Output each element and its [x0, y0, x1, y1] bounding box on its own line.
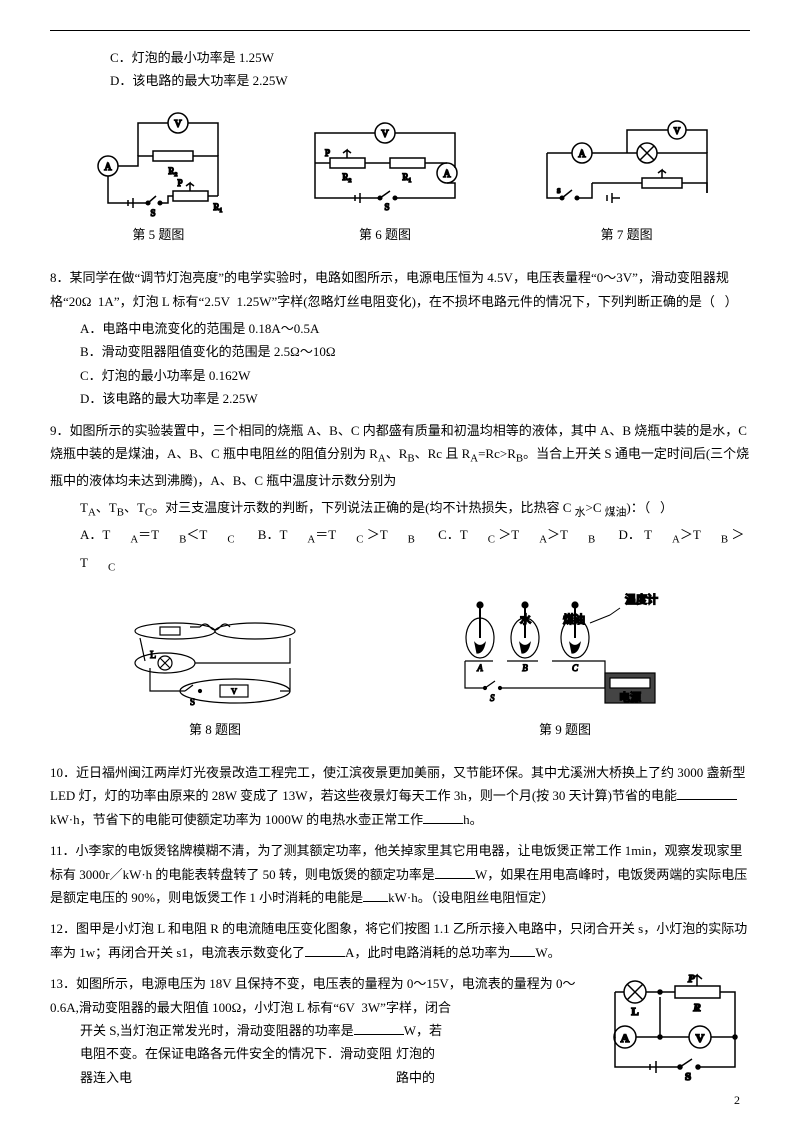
figure-5: V A R₂ S P R₁ 第 5 题图	[78, 108, 238, 246]
q8-option-c: C．灯泡的最小功率是 0.162W	[50, 364, 750, 387]
q9-t2: 、R	[386, 446, 408, 461]
svg-text:水: 水	[520, 612, 532, 626]
q9-opt-a: A．TA＝TB＜TC	[80, 527, 235, 542]
q10-text: 近日福州闽江两岸灯光夜景改造工程完工，使江滨夜景更加美丽，又节能环保。其中尤溪洲…	[50, 765, 746, 803]
svg-text:S: S	[384, 202, 389, 212]
q9-opt-b: B．TA＝TC ＞TB	[258, 527, 415, 542]
q10-blank1	[677, 787, 737, 800]
svg-text:A: A	[105, 162, 113, 173]
figure-7: V A s 第 7 题图	[532, 118, 722, 246]
q12-after2: W。	[535, 945, 560, 960]
svg-text:L: L	[631, 1006, 638, 1018]
q9-line2: TA、TB、TC。对三支温度计示数的判断，下列说法正确的是(均不计热损失，比热容…	[50, 496, 750, 523]
q11-after2: kW·h。（设电阻丝电阻恒定）	[388, 890, 554, 905]
q11-blank2	[363, 889, 388, 902]
svg-text:V: V	[673, 126, 680, 136]
question-11: 11．小李家的电饭煲铭牌模糊不清，为了测其额定功率，他关掉家里其它用电器，让电饭…	[50, 839, 750, 909]
figure-5-label: 第 5 题图	[78, 223, 238, 246]
svg-text:S: S	[490, 693, 495, 703]
figures-row-89: L V S 第 8 题图 温度计 A	[50, 593, 750, 741]
q13-text: 如图所示，电源电压为 18V 且保持不变，电压表的量程为 0～15V，电流表的量…	[50, 976, 576, 1014]
svg-text:R₂: R₂	[169, 166, 178, 176]
figure-6-label: 第 6 题图	[295, 223, 475, 246]
svg-text:S: S	[190, 697, 195, 707]
q9-options: A．TA＝TB＜TC B．TA＝TC ＞TB C．TC ＞TA＞TB D． TA…	[50, 523, 750, 577]
figure-9: 温度计 A B 水	[445, 593, 685, 741]
q9-opt-c: C．TC ＞TA＞TB	[438, 527, 595, 542]
q10-blank2	[423, 811, 463, 824]
figure-8: L V S 第 8 题图	[115, 613, 315, 741]
question-10: 10．近日福州闽江两岸灯光夜景改造工程完工，使江滨夜景更加美丽，又节能环保。其中…	[50, 761, 750, 831]
svg-text:S: S	[685, 1071, 691, 1082]
svg-text:A: A	[443, 169, 451, 180]
q8-text: 某同学在做“调节灯泡亮度”的电学实验时，电路如图所示，电源电压恒为 4.5V，电…	[50, 270, 738, 308]
q8-option-a: A．电路中电流变化的范围是 0.18A～0.5A	[50, 317, 750, 340]
svg-text:L: L	[150, 650, 156, 661]
svg-text:C: C	[572, 663, 579, 673]
svg-text:温度计: 温度计	[625, 593, 658, 606]
q11-num: 11．	[50, 843, 76, 858]
svg-text:P: P	[178, 178, 183, 188]
q9-t3: 、Rc 且 R	[415, 446, 471, 461]
svg-text:R₁: R₁	[214, 202, 223, 212]
circuit-13-svg: L P R A V S	[600, 967, 750, 1082]
q12-after1: A，此时电路消耗的总功率为	[345, 945, 510, 960]
circuit-5-svg: V A R₂ S P R₁	[78, 108, 238, 218]
q12-num: 12．	[50, 921, 76, 936]
svg-text:P: P	[325, 148, 330, 158]
svg-text:B: B	[522, 663, 528, 673]
svg-text:P: P	[688, 973, 695, 985]
circuit-6-svg: V P R₂ R₁ A S	[295, 118, 475, 218]
q12-blank1	[305, 944, 345, 957]
option-d: D．该电路的最大功率是 2.25W	[50, 69, 750, 92]
q9-sub3: A	[470, 453, 478, 465]
svg-text:V: V	[381, 129, 389, 140]
question-13: L P R A V S	[50, 972, 750, 1089]
figure-9-label: 第 9 题图	[445, 718, 685, 741]
svg-text:A: A	[621, 1031, 630, 1045]
svg-text:R₂: R₂	[342, 172, 351, 182]
q9-t4: =Rc>R	[478, 446, 516, 461]
svg-text:V: V	[231, 687, 237, 696]
q10-after2: h。	[463, 812, 483, 827]
q11-blank1	[435, 866, 475, 879]
q9-sub1: A	[378, 453, 386, 465]
question-8: 8．某同学在做“调节灯泡亮度”的电学实验时，电路如图所示，电源电压恒为 4.5V…	[50, 266, 750, 313]
q9-num: 9．	[50, 423, 70, 438]
svg-text:A: A	[578, 149, 586, 160]
q8-option-d: D．该电路的最大功率是 2.25W	[50, 387, 750, 410]
circuit-9-svg: 温度计 A B 水	[445, 593, 685, 713]
svg-text:V: V	[696, 1031, 705, 1045]
page-number: 2	[734, 1090, 740, 1112]
horizontal-rule	[50, 30, 750, 31]
circuit-7-svg: V A s	[532, 118, 722, 218]
svg-text:s: s	[557, 185, 561, 195]
figure-8-label: 第 8 题图	[115, 718, 315, 741]
figure-13: L P R A V S	[600, 967, 750, 1089]
circuit-8-svg: L V S	[115, 613, 315, 713]
q10-after1: kW·h，节省下的电能可使额定功率为 1000W 的电热水壶正常工作	[50, 812, 423, 827]
option-c: C．灯泡的最小功率是 1.25W	[50, 46, 750, 69]
q12-blank2	[510, 944, 535, 957]
question-12: 12．图甲是小灯泡 L 和电阻 R 的电流随电压变化图象，将它们按图 1.1 乙…	[50, 917, 750, 964]
q9-sub2: B	[407, 453, 414, 465]
figures-row-567: V A R₂ S P R₁ 第 5 题图	[50, 108, 750, 246]
svg-text:煤油: 煤油	[563, 612, 585, 626]
svg-text:R₁: R₁	[402, 172, 411, 182]
q8-option-b: B．滑动变阻器阻值变化的范围是 2.5Ω～10Ω	[50, 340, 750, 363]
svg-text:R: R	[692, 1002, 700, 1014]
svg-text:A: A	[476, 663, 483, 673]
q10-num: 10．	[50, 765, 76, 780]
q8-num: 8．	[50, 270, 70, 285]
svg-text:电源: 电源	[619, 690, 641, 704]
svg-text:V: V	[175, 119, 183, 130]
q13-blank1	[354, 1022, 404, 1035]
figure-6: V P R₂ R₁ A S 第 6 题图	[295, 118, 475, 246]
question-9: 9．如图所示的实验装置中，三个相同的烧瓶 A、B、C 内都盛有质量和初温均相等的…	[50, 419, 750, 493]
figure-7-label: 第 7 题图	[532, 223, 722, 246]
q13-num: 13．	[50, 976, 76, 991]
svg-text:S: S	[151, 208, 156, 218]
